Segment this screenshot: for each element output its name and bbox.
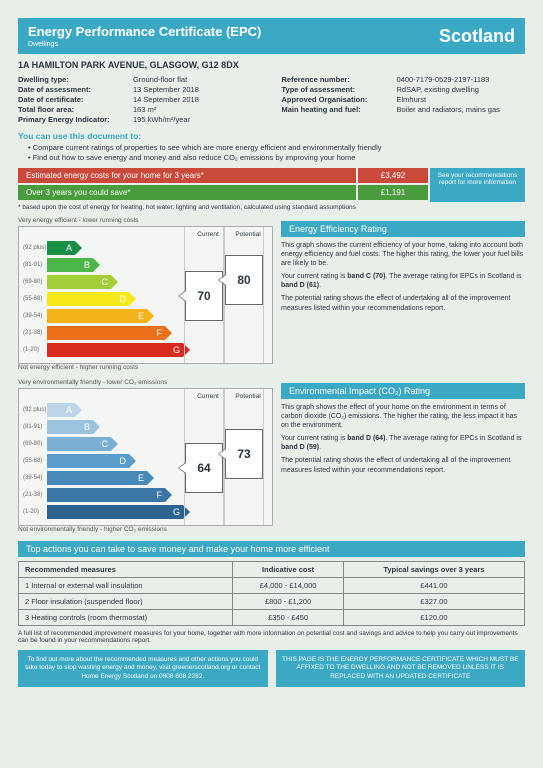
property-details: Dwelling type:Ground-floor flatDate of a… xyxy=(18,74,525,125)
cost-label-1: Estimated energy costs for your home for… xyxy=(18,168,356,183)
cost-footnote: * based upon the cost of energy for heat… xyxy=(18,204,525,211)
footer-left: To find out more about the recommended m… xyxy=(18,650,268,687)
actions-table: Recommended measuresIndicative costTypic… xyxy=(18,561,525,626)
band-row: (1-20)G xyxy=(23,504,268,520)
eir-title: Environmental Impact (CO₂) Rating xyxy=(281,383,525,399)
address: 1A HAMILTON PARK AVENUE, GLASGOW, G12 8D… xyxy=(18,60,525,70)
env-top-label: Very environmentally friendly - lower CO… xyxy=(18,379,273,386)
band-row: (39-54)E xyxy=(23,308,268,324)
eir-p2: Your current rating is band D (64). The … xyxy=(281,434,525,452)
band-row: (92 plus)A xyxy=(23,240,268,256)
epc-title: Energy Performance Certificate (EPC) xyxy=(28,24,261,39)
bullet-2: • Find out how to save energy and money … xyxy=(18,153,525,162)
eer-title: Energy Efficiency Rating xyxy=(281,221,525,237)
region: Scotland xyxy=(439,26,515,47)
cost-side-note: See your recommendations report for more… xyxy=(430,168,525,202)
cost-summary: Estimated energy costs for your home for… xyxy=(18,168,525,202)
eer-p1: This graph shows the current efficiency … xyxy=(281,241,525,268)
use-title: You can use this document to: xyxy=(18,131,525,141)
header: Energy Performance Certificate (EPC) Dwe… xyxy=(18,18,525,54)
eer-chart: CurrentPotential (92 plus)A(81-91)B(69-8… xyxy=(18,226,273,364)
action-row: 3 Heating controls (room thermostat)£350… xyxy=(19,610,525,626)
epc-subtitle: Dwellings xyxy=(28,41,261,48)
eer-p3: The potential rating shows the effect of… xyxy=(281,294,525,312)
cost-value-1: £3,492 xyxy=(358,168,428,183)
eer-p2: Your current rating is band C (70). The … xyxy=(281,272,525,290)
action-row: 2 Floor insulation (suspended floor)£800… xyxy=(19,594,525,610)
cost-label-2: Over 3 years you could save* xyxy=(18,185,356,200)
eir-chart: CurrentPotential (92 plus)A(81-91)B(69-8… xyxy=(18,388,273,526)
band-row: (21-38)F xyxy=(23,325,268,341)
eer-potential-badge: 80 xyxy=(225,255,263,305)
chart-bot-label: Not energy efficient - higher running co… xyxy=(18,364,273,371)
chart-top-label: Very energy efficient - lower running co… xyxy=(18,217,273,224)
bullet-1: • Compare current ratings of properties … xyxy=(18,143,525,152)
band-row: (21-38)F xyxy=(23,487,268,503)
actions-title: Top actions you can take to save money a… xyxy=(18,541,525,557)
footer-right: THIS PAGE IS THE ENERGY PERFORMANCE CERT… xyxy=(276,650,526,687)
eir-p1: This graph shows the effect of your home… xyxy=(281,403,525,430)
env-bot-label: Not environmentally friendly - higher CO… xyxy=(18,526,273,533)
band-row: (92 plus)A xyxy=(23,402,268,418)
cost-value-2: £1,191 xyxy=(358,185,428,200)
eir-potential-badge: 73 xyxy=(225,429,263,479)
eir-p3: The potential rating shows the effect of… xyxy=(281,456,525,474)
action-row: 1 Internal or external wall insulation£4… xyxy=(19,578,525,594)
band-row: (1-20)G xyxy=(23,342,268,358)
actions-note: A full list of recommended improvement m… xyxy=(18,630,525,644)
